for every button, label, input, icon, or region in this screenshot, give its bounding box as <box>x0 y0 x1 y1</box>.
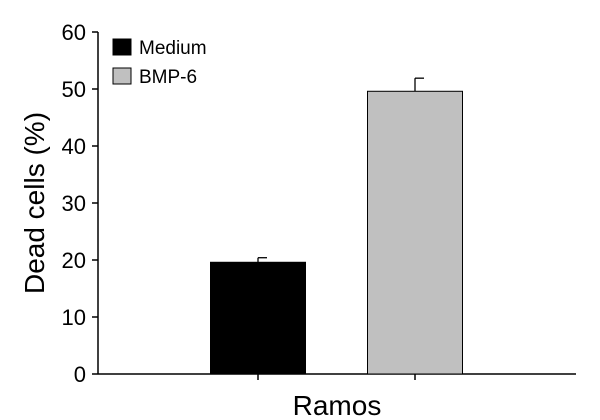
legend: Medium BMP-6 <box>112 38 207 88</box>
y-tick-label: 50 <box>62 77 86 102</box>
bar-bmp6 <box>367 90 463 375</box>
legend-swatch-bmp6 <box>112 67 132 85</box>
bars <box>210 90 463 375</box>
legend-label-bmp6: BMP-6 <box>139 67 197 88</box>
legend-label-medium: Medium <box>139 38 207 59</box>
legend-swatch-medium <box>112 38 132 56</box>
y-axis-ticks: 0 10 20 30 40 50 60 <box>62 20 98 387</box>
x-axis-label: Ramos <box>293 390 382 420</box>
bar-medium <box>210 261 306 375</box>
y-tick-label: 60 <box>62 20 86 45</box>
y-axis-label: Dead cells (%) <box>19 112 50 294</box>
y-tick-label: 0 <box>74 362 86 387</box>
x-axis-ticks <box>257 374 416 380</box>
y-tick-label: 10 <box>62 305 86 330</box>
error-bars <box>257 77 424 263</box>
y-tick-label: 20 <box>62 248 86 273</box>
y-tick-label: 40 <box>62 134 86 159</box>
y-tick-label: 30 <box>62 191 86 216</box>
